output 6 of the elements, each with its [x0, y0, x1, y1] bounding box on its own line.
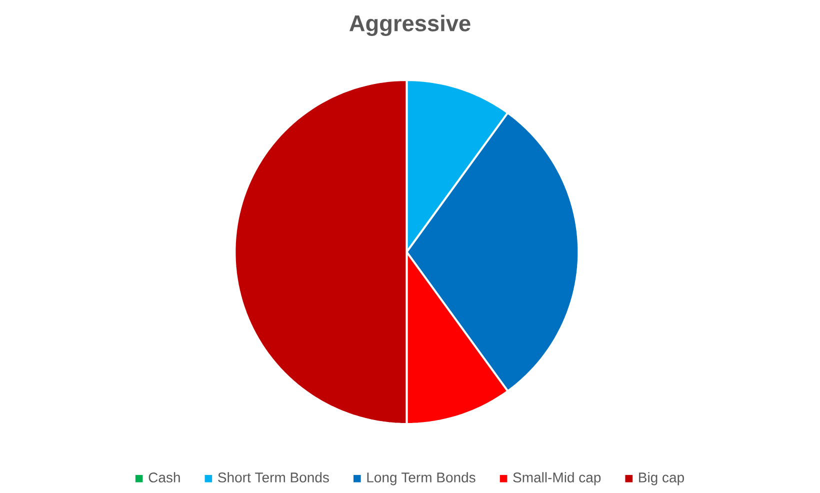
legend-label: Cash [148, 472, 180, 482]
legend-label: Long Term Bonds [367, 472, 476, 486]
legend-label: Short Term Bonds [218, 472, 329, 482]
chart-title: Aggressive [349, 14, 470, 36]
legend-label: Big cap [639, 472, 684, 486]
legend-label: Small-Mid cap [513, 472, 601, 486]
